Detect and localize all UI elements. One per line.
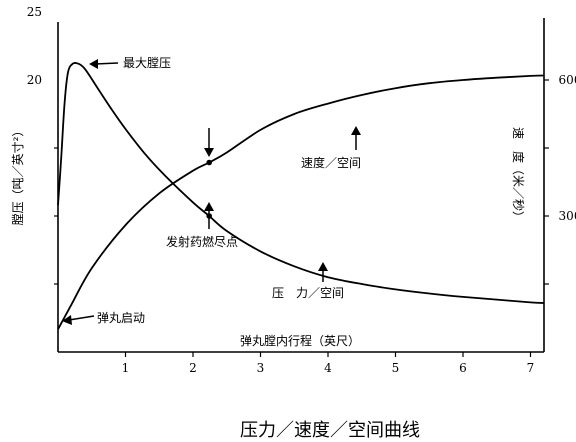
arrow-burnout-up xyxy=(204,202,214,229)
x-tick-label-2: 2 xyxy=(189,361,197,375)
arrow-pressure-label xyxy=(318,262,328,282)
x-tick-label-1: 1 xyxy=(122,361,130,375)
arrow-projectile-start xyxy=(62,315,95,325)
x-ticks: 1 2 3 4 5 6 7 xyxy=(122,352,535,375)
velocity-curve xyxy=(57,74,545,330)
annotation-max-pressure: 最大膛压 xyxy=(123,56,171,70)
x-tick-label-3: 3 xyxy=(257,361,265,375)
pressure-curve xyxy=(57,61,545,304)
burnout-point-velocity xyxy=(206,159,212,166)
arrow-burnout-down xyxy=(204,128,214,157)
right-ticks: 300 600 xyxy=(544,73,576,285)
chart-title: 压力／速度／空间曲线 xyxy=(240,420,420,441)
series-label-pressure: 压 力／空间 xyxy=(272,286,344,300)
left-axis-label: 膛压（吨／英寸²） xyxy=(11,125,25,226)
right-tick-label-600: 600 xyxy=(559,73,576,87)
arrow-max-pressure xyxy=(89,59,119,69)
x-tick-label-4: 4 xyxy=(324,361,332,375)
left-tick-label-25: 25 xyxy=(27,5,42,19)
x-axis-label: 弹丸膛内行程（英尺） xyxy=(240,333,360,348)
x-tick-label-7: 7 xyxy=(527,361,535,375)
x-tick-label-5: 5 xyxy=(392,361,400,375)
right-tick-label-300: 300 xyxy=(559,209,576,223)
x-tick-label-6: 6 xyxy=(459,361,467,375)
annotation-burnout: 发射药燃尽点 xyxy=(166,234,238,249)
right-axis-label: 速 度（米／秒） xyxy=(511,127,526,223)
arrow-velocity-label xyxy=(351,126,361,150)
annotation-projectile-start: 弹丸启动 xyxy=(97,311,145,325)
left-tick-label-20: 20 xyxy=(27,73,42,87)
series-label-velocity: 速度／空间 xyxy=(301,155,361,170)
